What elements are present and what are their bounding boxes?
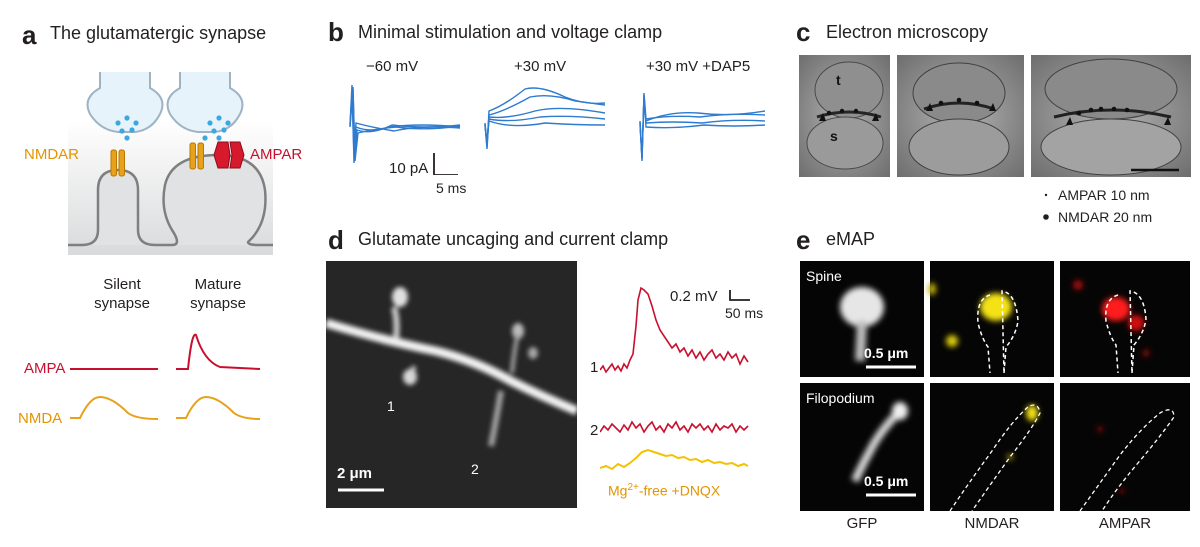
em-image-3 bbox=[1031, 55, 1191, 177]
dendrite-branch bbox=[326, 287, 577, 447]
synapse-diagram bbox=[68, 72, 273, 255]
voltage-clamp-traces bbox=[349, 84, 766, 175]
filopodium-ampar bbox=[1060, 383, 1190, 511]
presynaptic-terminal-silent bbox=[86, 72, 164, 133]
scale-b-pa: 10 pA bbox=[389, 160, 429, 177]
trace-group-minus60 bbox=[349, 84, 461, 164]
dendrite-image bbox=[326, 261, 577, 508]
panel-b-title: Minimal stimulation and voltage clamp bbox=[358, 22, 663, 42]
glutamate-dots bbox=[115, 115, 231, 141]
spine-ampar bbox=[1060, 261, 1190, 377]
panel-d-title: Glutamate uncaging and current clamp bbox=[358, 229, 669, 249]
col-label-gfp: GFP bbox=[846, 515, 878, 532]
scale-d-mv: 0.2 mV bbox=[670, 288, 718, 305]
presynaptic-terminal-mature bbox=[166, 72, 244, 133]
trace-2-control bbox=[600, 420, 749, 434]
current-clamp-traces bbox=[600, 286, 750, 471]
row-label-filopodium: Filopodium bbox=[806, 390, 875, 406]
ampa-trace-mature bbox=[176, 333, 261, 370]
trace-1-control bbox=[600, 286, 749, 374]
em-image-1 bbox=[799, 55, 890, 177]
filopodium-nmdar bbox=[930, 383, 1054, 511]
nmda-trace-silent bbox=[70, 395, 159, 420]
panel-a-title: The glutamatergic synapse bbox=[50, 23, 267, 43]
panel-a-label: a bbox=[22, 20, 37, 50]
uncaging-site-2: 2 bbox=[471, 461, 479, 477]
trace-label-1: 1 bbox=[590, 359, 599, 376]
ampa-row-label: AMPA bbox=[24, 360, 66, 377]
em-mark-s: s bbox=[830, 128, 838, 144]
condition-minus60: −60 mV bbox=[366, 58, 419, 75]
col-label-nmdar: NMDAR bbox=[964, 515, 1020, 532]
nmda-row-label: NMDA bbox=[18, 410, 63, 427]
nmda-trace-mature bbox=[176, 395, 261, 420]
ampar-receptor bbox=[213, 141, 231, 169]
scale-bar-b bbox=[433, 153, 458, 175]
trace-label-2: 2 bbox=[590, 422, 599, 439]
panel-d-label: d bbox=[328, 225, 344, 255]
scale-e1-um: 0.5 μm bbox=[864, 345, 909, 361]
scale-bar-d-traces bbox=[729, 290, 750, 301]
panel-b-label: b bbox=[328, 17, 344, 47]
postsynaptic-membrane bbox=[68, 153, 273, 247]
scale-e2-um: 0.5 μm bbox=[864, 473, 909, 489]
response-traces bbox=[70, 333, 261, 420]
uncaging-site-1: 1 bbox=[387, 398, 395, 414]
trace-group-plus30 bbox=[484, 87, 606, 150]
scale-d-um: 2 μm bbox=[337, 465, 373, 482]
trace-2-mgfree bbox=[600, 448, 749, 471]
trace-group-plus30-dap5 bbox=[639, 92, 766, 162]
em-images bbox=[799, 55, 1191, 177]
emap-grid bbox=[800, 261, 1190, 511]
condition-plus30-dap5: +30 mV +DAP5 bbox=[646, 58, 751, 75]
em-mark-t: t bbox=[836, 72, 841, 88]
nmdar-label: NMDAR bbox=[24, 146, 79, 163]
panel-c-title: Electron microscopy bbox=[826, 22, 989, 42]
col-label-ampar: AMPAR bbox=[1098, 515, 1152, 532]
ampar-label: AMPAR bbox=[250, 146, 303, 163]
panel-c-label: c bbox=[796, 17, 811, 47]
panel-e-title: eMAP bbox=[826, 229, 876, 249]
silent-synapse-heading: Silent synapse bbox=[94, 276, 150, 312]
row-label-spine: Spine bbox=[806, 268, 842, 284]
mature-synapse-heading: Mature synapse bbox=[190, 276, 246, 312]
em-legend-ampar: AMPAR 10 nm bbox=[1058, 187, 1150, 203]
em-legend-dots bbox=[1043, 193, 1049, 220]
em-image-2 bbox=[897, 55, 1024, 177]
scale-b-ms: 5 ms bbox=[436, 180, 467, 196]
condition-plus30: +30 mV bbox=[514, 58, 567, 75]
panel-e-label: e bbox=[796, 225, 811, 255]
scale-d-ms: 50 ms bbox=[725, 305, 764, 321]
mg-free-dnqx-label: Mg2+-free +DNQX bbox=[608, 482, 721, 499]
em-legend-nmdar: NMDAR 20 nm bbox=[1058, 209, 1153, 225]
